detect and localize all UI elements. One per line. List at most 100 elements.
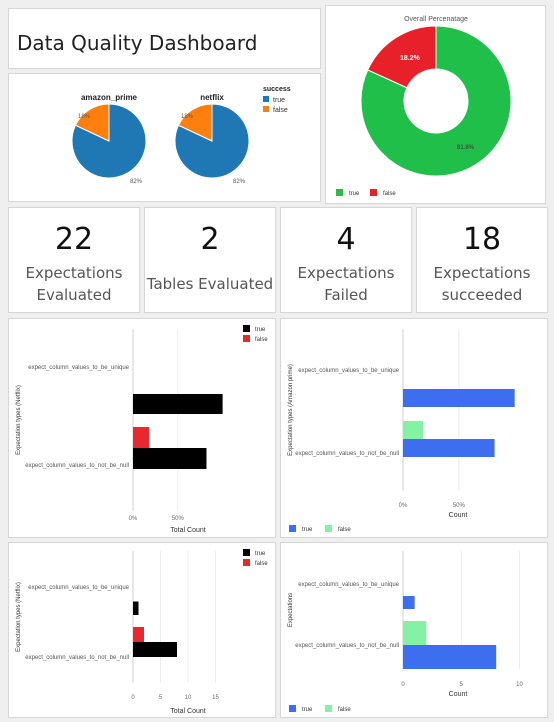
legend-false-swatch xyxy=(263,106,269,112)
x-tick-label: 5 xyxy=(159,695,163,701)
donut-slice-false xyxy=(367,25,437,89)
kpi-label-line2: Evaluated xyxy=(36,286,112,304)
y-axis-label: Expectation types (Netflix) xyxy=(16,582,22,652)
kpi-label-line1: Expectations xyxy=(433,264,531,282)
legend-false-swatch xyxy=(243,559,250,566)
success-pies-card: amazon_prime netflix 18% 82% 18% 82% suc… xyxy=(8,73,321,202)
kpi-label-line1: Tables Evaluated xyxy=(146,275,274,293)
bar-true xyxy=(403,389,515,407)
pie2-false-pct: 18% xyxy=(181,114,194,120)
legend-true-swatch xyxy=(263,96,269,102)
pie2-title: netflix xyxy=(200,93,224,102)
overall-legend-false-swatch xyxy=(370,189,377,196)
bar-true xyxy=(403,439,495,457)
bar-chart-expectations-count: 0 5 10 expect_column_values_to_be_uniqueexp… xyxy=(288,551,524,713)
category-label: expect_column_values_to_not_be_null xyxy=(295,643,399,649)
x-tick-label: 10 xyxy=(185,695,192,701)
overall-legend-true-swatch xyxy=(336,189,343,196)
overall-donut-chart: Overall Percenatage 18.2% 81.8% true fal… xyxy=(336,16,512,197)
pie2-true-pct: 82% xyxy=(233,179,246,185)
bar-true xyxy=(133,394,223,414)
legend-false-label: false xyxy=(338,707,351,713)
kpi-value: 22 xyxy=(54,222,94,257)
y-axis-label: Expectation types (Netflix) xyxy=(16,385,22,455)
amazon-prime-pie xyxy=(71,103,147,179)
category-label: expect_column_values_to_not_be_null xyxy=(25,655,129,661)
legend-true-label: true xyxy=(302,527,313,533)
x-tick-label: 50% xyxy=(172,516,185,522)
bar-true xyxy=(133,448,207,469)
category-label: expect_column_values_to_be_unique xyxy=(298,582,399,588)
kpi-card-succeeded: 18 Expectations succeeded xyxy=(416,207,548,313)
kpi-value: 18 xyxy=(462,222,502,257)
legend-false-swatch xyxy=(325,705,332,712)
x-tick-label: 0 xyxy=(401,682,405,688)
legend-false-swatch xyxy=(243,335,250,342)
bar-false xyxy=(133,627,144,642)
overall-donut xyxy=(360,25,512,177)
bar-true xyxy=(403,596,415,609)
kpi-label-line1: Expectations xyxy=(25,264,123,282)
page-title: Data Quality Dashboard xyxy=(17,31,258,55)
success-pies-chart: amazon_prime netflix 18% 82% 18% 82% suc… xyxy=(71,86,291,185)
legend-false-swatch xyxy=(325,525,332,532)
kpi-label-line2: succeeded xyxy=(441,286,523,304)
bar-true xyxy=(133,601,139,615)
overall-false-pct: 18.2% xyxy=(400,55,421,62)
overall-percentage-card: Overall Percenatage 18.2% 81.8% true fal… xyxy=(325,5,546,204)
bar-chart-netflix-pct: 0% 50% expect_column_values_to_be_uniqueex… xyxy=(16,325,268,534)
category-label: expect_column_values_to_be_unique xyxy=(28,585,129,591)
category-label: expect_column_values_to_be_unique xyxy=(28,365,129,371)
bar-false xyxy=(403,621,427,645)
category-label: expect_column_values_to_not_be_null xyxy=(295,451,399,457)
kpi-value: 4 xyxy=(336,222,356,257)
category-label: expect_column_values_to_be_unique xyxy=(298,368,399,374)
overall-title: Overall Percenatage xyxy=(404,16,468,23)
kpi-card-evaluated: 22 Expectations Evaluated xyxy=(8,207,140,313)
legend-false-label: false xyxy=(273,107,288,114)
legend-true-label: true xyxy=(273,97,285,104)
pie1-true-pct: 82% xyxy=(130,179,143,185)
legend-true-swatch xyxy=(243,549,250,556)
bar-false xyxy=(133,427,150,448)
x-tick-label: 10 xyxy=(516,682,523,688)
bar-true xyxy=(133,642,177,657)
bar-false xyxy=(403,421,424,439)
pie1-title: amazon_prime xyxy=(81,93,138,102)
title-card: Data Quality Dashboard xyxy=(8,8,321,69)
x-tick-label: 50% xyxy=(453,503,466,509)
donut-slice-true xyxy=(360,25,512,177)
y-axis-label: Expectations xyxy=(288,593,294,627)
x-axis-label: Total Count xyxy=(170,708,205,715)
legend-true-swatch xyxy=(289,525,296,532)
pie1-false-pct: 18% xyxy=(78,114,91,120)
legend-false-label: false xyxy=(255,337,268,343)
overall-legend-true-label: true xyxy=(349,191,360,197)
legend-true-swatch xyxy=(289,705,296,712)
x-tick-label: 0% xyxy=(129,516,138,522)
legend-true-label: true xyxy=(302,707,313,713)
legend-false-label: false xyxy=(338,527,351,533)
category-label: expect_column_values_to_not_be_null xyxy=(25,463,129,469)
netflix-pie xyxy=(174,103,250,179)
x-tick-label: 0% xyxy=(399,503,408,509)
x-tick-label: 0 xyxy=(131,695,135,701)
kpi-label-line2: Failed xyxy=(324,286,368,304)
pie-slice-false xyxy=(177,103,213,142)
success-legend-title: success xyxy=(263,86,291,93)
kpi-label-line1: Expectations xyxy=(297,264,395,282)
legend-false-label: false xyxy=(255,561,268,567)
kpi-card-tables: 2 Tables Evaluated xyxy=(144,207,276,313)
bar-chart-amazon-pct: 0% 50% expect_column_values_to_be_uniqueex… xyxy=(288,329,515,533)
x-tick-label: 15 xyxy=(212,695,219,701)
bar-true xyxy=(403,645,497,669)
overall-true-pct: 81.8% xyxy=(457,145,475,151)
kpi-value: 2 xyxy=(200,222,220,257)
kpi-card-failed: 4 Expectations Failed xyxy=(280,207,412,313)
x-tick-label: 5 xyxy=(460,682,464,688)
legend-true-label: true xyxy=(255,551,266,557)
